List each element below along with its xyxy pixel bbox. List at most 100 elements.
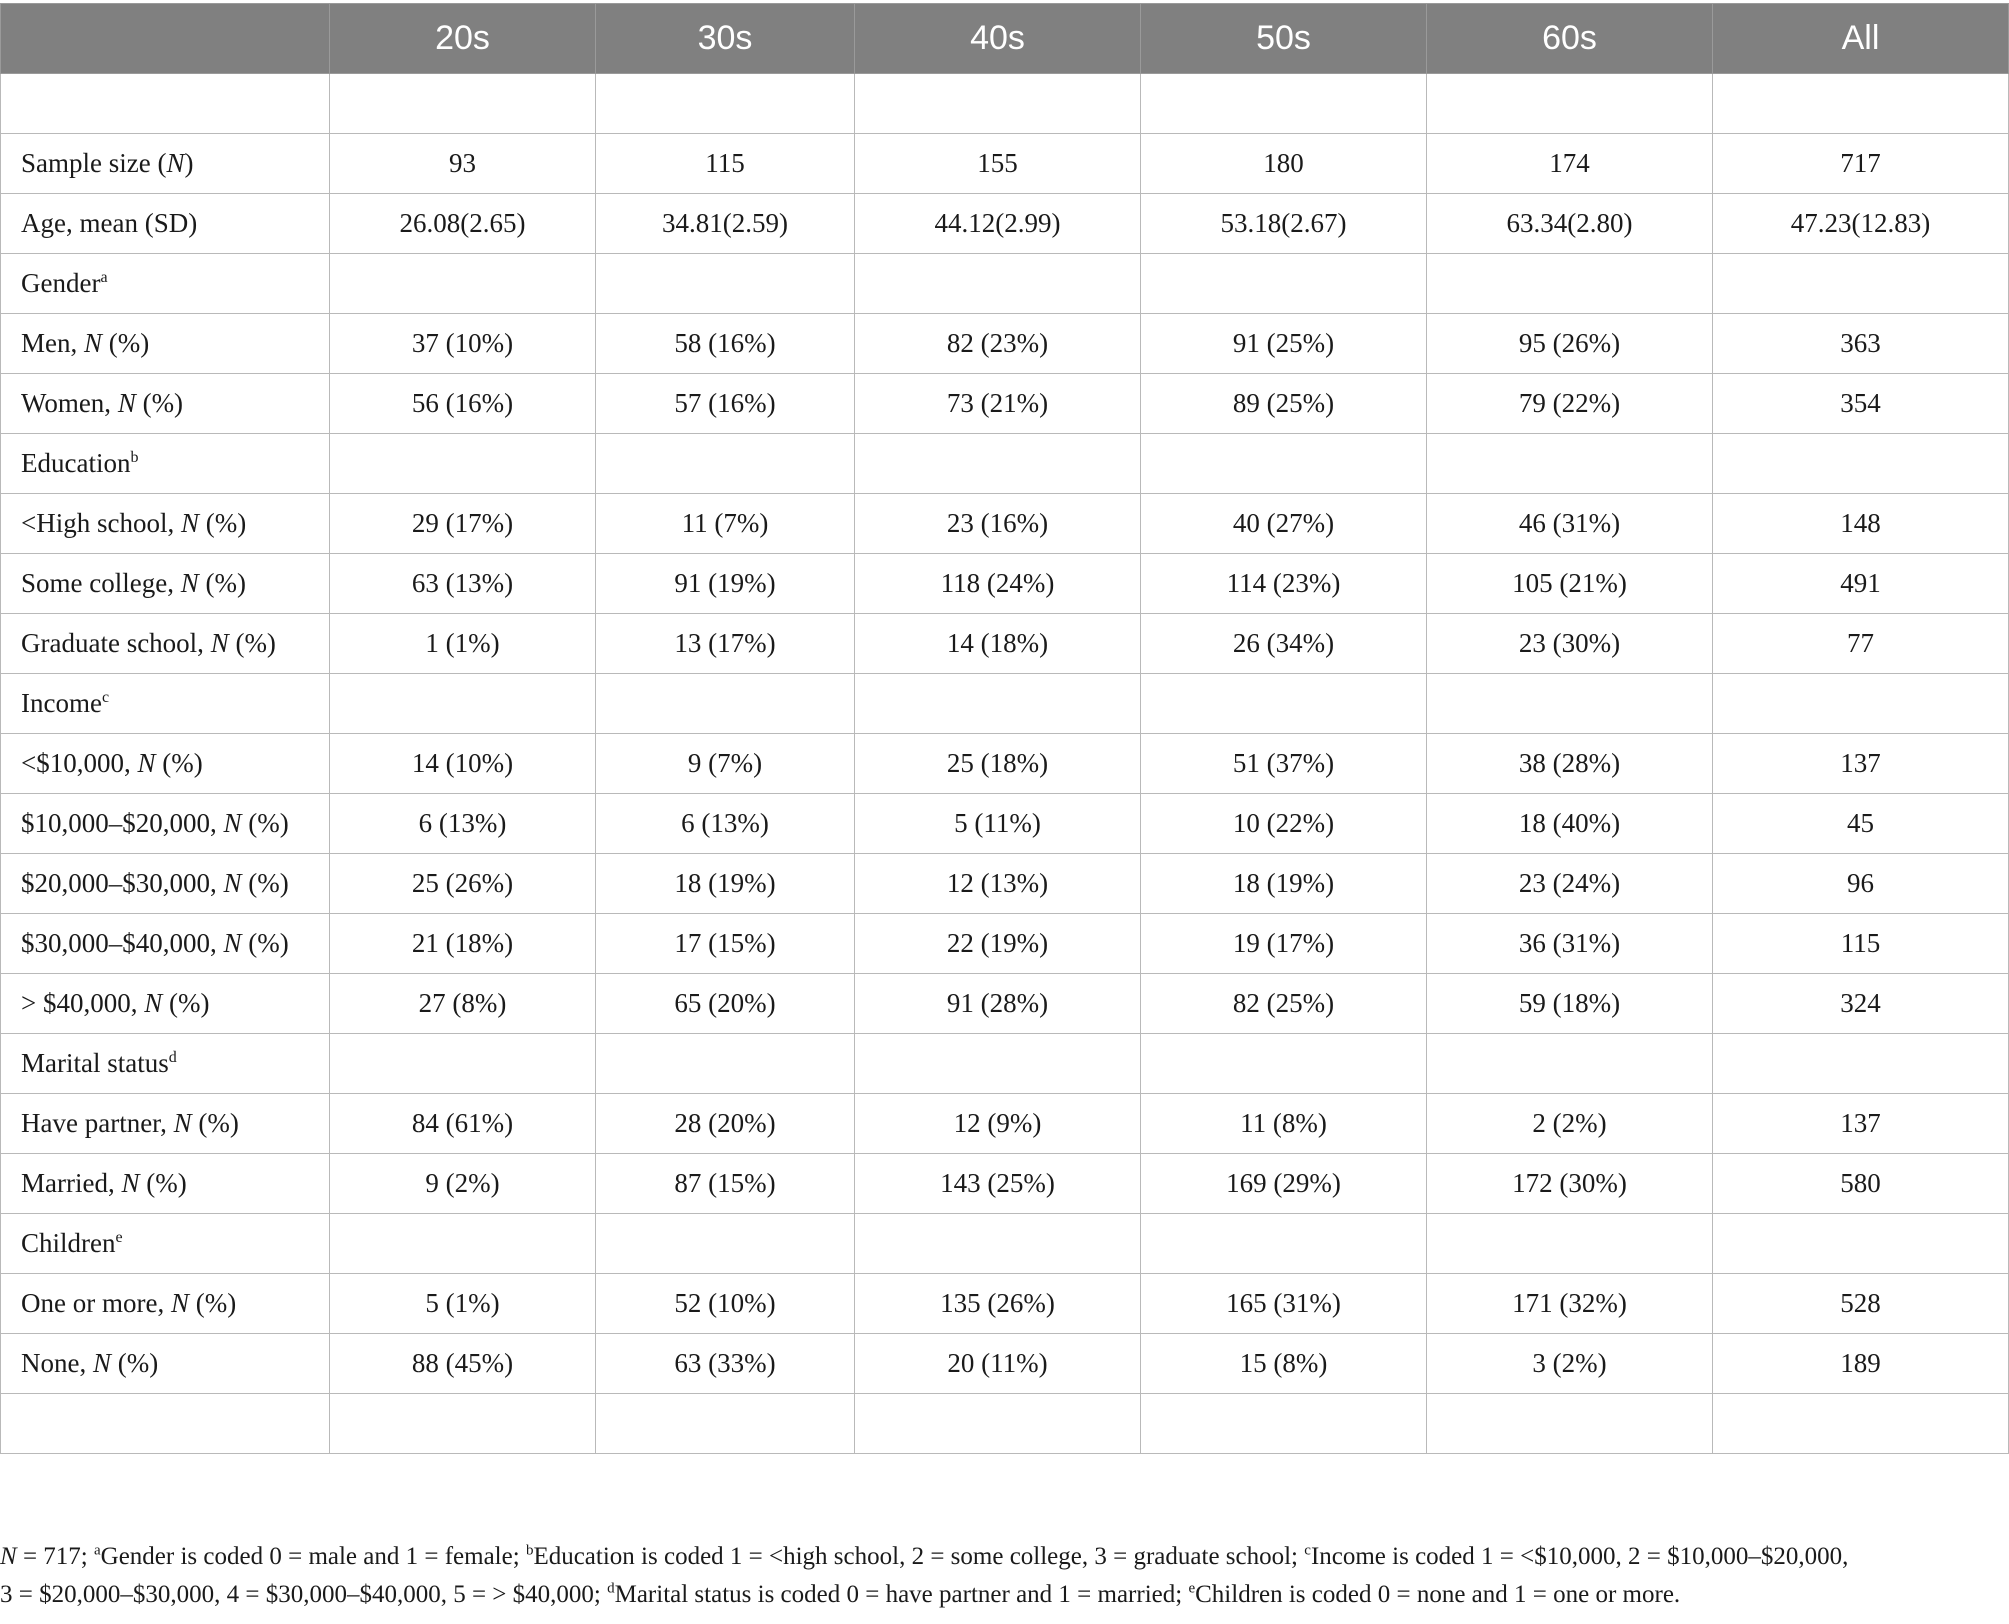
row-label: $20,000–$30,000, N (%) xyxy=(0,853,330,914)
table-cell: 77 xyxy=(1712,613,2009,674)
footnote-marker: a xyxy=(93,1542,101,1559)
table-cell: 118 (24%) xyxy=(854,553,1141,614)
table-cell: 87 (15%) xyxy=(595,1153,855,1214)
row-label-italic: N xyxy=(121,1168,140,1198)
table-cell: 174 xyxy=(1426,133,1713,194)
row-label: Men, N (%) xyxy=(0,313,330,374)
table-cell: 26 (34%) xyxy=(1140,613,1427,674)
header-cell-20s: 20s xyxy=(329,3,596,74)
table-cell: 9 (2%) xyxy=(329,1153,596,1214)
table-cell: 15 (8%) xyxy=(1140,1333,1427,1394)
table-cell: 14 (18%) xyxy=(854,613,1141,674)
table-cell: 11 (7%) xyxy=(595,493,855,554)
row-label-text: Have partner, xyxy=(21,1108,174,1138)
row-label: One or more, N (%) xyxy=(0,1273,330,1334)
row-label-italic: N xyxy=(166,148,185,178)
row-label: $10,000–$20,000, N (%) xyxy=(0,793,330,854)
table-cell: 17 (15%) xyxy=(595,913,855,974)
table-cell: 91 (28%) xyxy=(854,973,1141,1034)
header-cell-50s: 50s xyxy=(1140,3,1427,74)
table-cell: 19 (17%) xyxy=(1140,913,1427,974)
footnote-text: = 717; xyxy=(16,1543,94,1570)
empty-cell xyxy=(595,1393,855,1454)
row-label-text: $20,000–$30,000, xyxy=(21,868,224,898)
row-label-text: Women, xyxy=(21,388,118,418)
footnote-marker: a xyxy=(100,269,108,286)
table-cell: 38 (28%) xyxy=(1426,733,1713,794)
table-cell: 12 (13%) xyxy=(854,853,1141,914)
empty-cell xyxy=(329,253,596,314)
empty-cell xyxy=(1140,1213,1427,1274)
row-label-italic: N xyxy=(144,988,163,1018)
table-cell: 58 (16%) xyxy=(595,313,855,374)
section-label: Childrene xyxy=(0,1213,330,1274)
table-cell: 9 (7%) xyxy=(595,733,855,794)
empty-cell xyxy=(854,253,1141,314)
footnote-marker: b xyxy=(525,1542,534,1559)
table-row: None, N (%) 88 (45%) 63 (33%) 20 (11%) 15 (8… xyxy=(0,1333,2009,1394)
table-row: Men, N (%) 37 (10%) 58 (16%) 82 (23%) 91 (25… xyxy=(0,313,2009,374)
table-cell: 114 (23%) xyxy=(1140,553,1427,614)
row-label-text: (%) xyxy=(188,1288,237,1318)
table-cell: 115 xyxy=(1712,913,2009,974)
table-row: Married, N (%) 9 (2%) 87 (15%) 143 (25%) 169… xyxy=(0,1153,2009,1214)
empty-cell xyxy=(595,1033,855,1094)
table-cell: 528 xyxy=(1712,1273,2009,1334)
row-label-text: Graduate school, xyxy=(21,628,211,658)
row-label-text: > $40,000, xyxy=(21,988,145,1018)
row-label-text: One or more, xyxy=(21,1288,171,1318)
empty-cell xyxy=(1426,1393,1713,1454)
table-cell: 34.81(2.59) xyxy=(595,193,855,254)
table-cell: 10 (22%) xyxy=(1140,793,1427,854)
empty-cell xyxy=(329,73,596,134)
empty-cell xyxy=(595,253,855,314)
header-cell-60s: 60s xyxy=(1426,3,1713,74)
section-label: Gendera xyxy=(0,253,330,314)
empty-cell xyxy=(1712,73,2009,134)
table-cell: 6 (13%) xyxy=(595,793,855,854)
table-cell: 189 xyxy=(1712,1333,2009,1394)
row-label-text: Sample size ( xyxy=(21,148,167,178)
empty-cell xyxy=(1426,253,1713,314)
section-row: Educationb xyxy=(0,433,2009,494)
empty-cell xyxy=(854,673,1141,734)
table-cell: 91 (25%) xyxy=(1140,313,1427,374)
section-label: Educationb xyxy=(0,433,330,494)
section-label-text: Children xyxy=(21,1228,116,1258)
table-cell: 91 (19%) xyxy=(595,553,855,614)
empty-cell xyxy=(1712,433,2009,494)
table-row: $30,000–$40,000, N (%) 21 (18%) 17 (15%) 22… xyxy=(0,913,2009,974)
section-row: Incomec xyxy=(0,673,2009,734)
table-cell: 580 xyxy=(1712,1153,2009,1214)
blank-row xyxy=(0,1393,2009,1454)
section-label-text: Income xyxy=(21,688,102,718)
section-row: Gendera xyxy=(0,253,2009,314)
row-label-text: Some college, xyxy=(21,568,181,598)
table-cell: 11 (8%) xyxy=(1140,1093,1427,1154)
empty-cell xyxy=(0,1393,330,1454)
table-cell: 59 (18%) xyxy=(1426,973,1713,1034)
table-cell: 115 xyxy=(595,133,855,194)
table-cell: 51 (37%) xyxy=(1140,733,1427,794)
table-cell: 89 (25%) xyxy=(1140,373,1427,434)
table-cell: 27 (8%) xyxy=(329,973,596,1034)
empty-cell xyxy=(854,1393,1141,1454)
table-cell: 63 (33%) xyxy=(595,1333,855,1394)
empty-cell xyxy=(854,433,1141,494)
row-label-text: $10,000–$20,000, xyxy=(21,808,224,838)
empty-cell xyxy=(1140,73,1427,134)
table-cell: 52 (10%) xyxy=(595,1273,855,1334)
footnote-marker: d xyxy=(607,1580,615,1597)
table-cell: 18 (40%) xyxy=(1426,793,1713,854)
section-row: Childrene xyxy=(0,1213,2009,1274)
table-row: Sample size (N) 93 115 155 180 174 717 xyxy=(0,133,2009,194)
header-row: 20s 30s 40s 50s 60s All xyxy=(0,3,2009,74)
footnote-marker: c xyxy=(1304,1542,1311,1559)
row-label-text: (%) xyxy=(139,1168,187,1198)
row-label-text: None, xyxy=(21,1348,93,1378)
row-label-italic: N xyxy=(173,1108,192,1138)
table-cell: 137 xyxy=(1712,1093,2009,1154)
table-cell: 18 (19%) xyxy=(595,853,855,914)
demographics-table: 20s 30s 40s 50s 60s All Sample size (N) 93 115 1… xyxy=(0,3,2009,1454)
empty-cell xyxy=(1140,1393,1427,1454)
